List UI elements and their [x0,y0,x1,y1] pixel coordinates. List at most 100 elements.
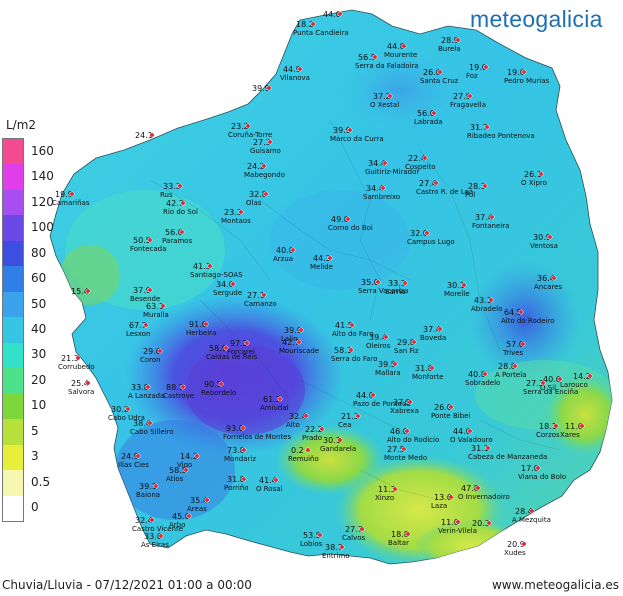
website-link[interactable]: www.meteogalicia.es [491,578,619,592]
station-marker[interactable]: 33.8A Lanzada [128,383,164,400]
station-marker[interactable]: 41.4O Rosal [256,476,283,493]
station-marker[interactable]: 28.8A Portela [495,362,526,379]
station-marker[interactable]: 28.4A Mezquita [512,507,551,524]
station-marker[interactable]: 26.1O Xipro [521,170,547,187]
station-marker[interactable]: 37.2O Xestal [370,92,399,109]
station-marker[interactable]: 44.0O Valadouro [450,427,493,444]
station-marker[interactable]: 24.1 [135,131,155,140]
station-marker[interactable]: 47.8O Invernadoiro [458,484,510,501]
station-marker[interactable]: 15.4 [71,287,91,296]
station-marker[interactable]: 33.6As Eiras [141,532,169,549]
station-marker[interactable]: 39.9 [252,84,272,93]
station-marker[interactable]: 40.6O Sil [540,375,563,392]
station-marker[interactable]: 20.3 [472,519,492,528]
